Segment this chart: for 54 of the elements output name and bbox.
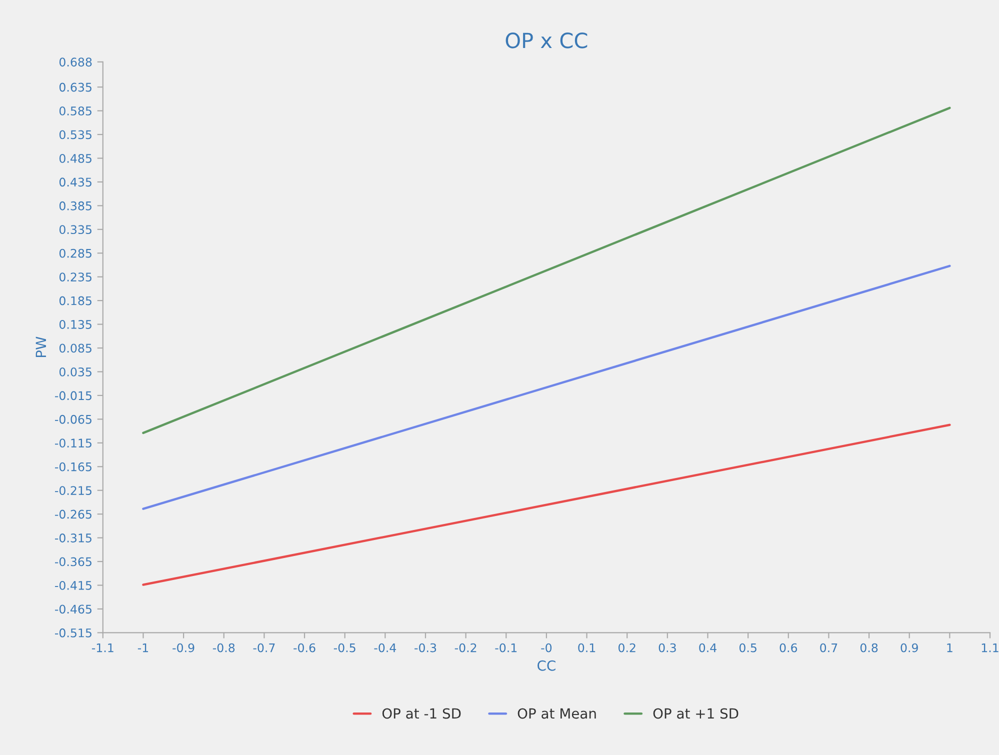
x-tick-label: -0.2 bbox=[454, 643, 476, 652]
x-tick-label: -0.9 bbox=[172, 643, 194, 652]
x-tick-label: -0.5 bbox=[334, 643, 356, 652]
legend-label: OP at Mean bbox=[518, 708, 596, 719]
y-tick-label: 0.435 bbox=[59, 178, 92, 187]
y-tick-label: 0.335 bbox=[59, 225, 92, 234]
y-tick-label: -0.215 bbox=[55, 486, 92, 496]
y-tick-label: 0.085 bbox=[59, 344, 92, 353]
x-tick-label: -0.7 bbox=[253, 643, 275, 652]
y-tick-label: -0.265 bbox=[55, 510, 92, 519]
y-tick-label: -0.115 bbox=[55, 438, 92, 448]
x-axis-title: CC bbox=[538, 660, 556, 671]
y-tick-label: 0.385 bbox=[59, 201, 92, 210]
x-tick-label: 0.1 bbox=[578, 643, 596, 652]
x-tick-label: 0.2 bbox=[618, 643, 636, 652]
y-tick-label: 0.035 bbox=[59, 367, 92, 376]
x-tick-label: -1.1 bbox=[92, 643, 114, 652]
y-tick-label: -0.365 bbox=[55, 557, 92, 566]
x-tick-label: 1.1 bbox=[982, 643, 998, 652]
x-tick-label: 0.7 bbox=[820, 643, 838, 652]
y-tick-label: -0.165 bbox=[55, 462, 92, 472]
x-tick-label: -0.6 bbox=[294, 643, 316, 652]
y-tick-label: 0.485 bbox=[59, 154, 92, 163]
x-tick-label: 0.8 bbox=[860, 643, 878, 652]
x-tick-label: -0.3 bbox=[414, 643, 436, 652]
x-tick-label: -1 bbox=[138, 643, 148, 652]
x-tick-label: 0.5 bbox=[739, 643, 756, 652]
y-tick-label: 0.688 bbox=[59, 58, 92, 67]
y-tick-label: 0.235 bbox=[59, 272, 92, 282]
y-axis-title: PW bbox=[36, 336, 46, 357]
x-tick-label: 1 bbox=[947, 643, 952, 652]
x-tick-label: 0.3 bbox=[658, 643, 676, 652]
y-tick-label: 0.185 bbox=[59, 296, 92, 306]
chart-title: OP x CC bbox=[506, 32, 588, 48]
x-tick-label: -0.1 bbox=[495, 643, 517, 652]
y-tick-label: 0.285 bbox=[59, 248, 92, 258]
x-tick-label: -0.8 bbox=[212, 643, 235, 652]
y-tick-label: 0.135 bbox=[59, 320, 92, 329]
y-tick-label: 0.635 bbox=[59, 82, 92, 92]
y-tick-label: -0.315 bbox=[55, 534, 92, 542]
x-tick-label: 0.9 bbox=[900, 643, 918, 652]
x-tick-label: -0 bbox=[541, 643, 552, 652]
x-tick-label: -0.4 bbox=[374, 643, 396, 652]
y-tick-label: 0.535 bbox=[59, 130, 92, 140]
y-tick-label: -0.465 bbox=[55, 604, 92, 614]
y-tick-label: -0.065 bbox=[55, 414, 92, 424]
legend-label: OP at -1 SD bbox=[382, 708, 461, 719]
legend-label: OP at +1 SD bbox=[653, 708, 738, 719]
x-tick-label: 0.4 bbox=[699, 643, 716, 652]
y-tick-label: -0.015 bbox=[55, 391, 92, 400]
y-tick-label: -0.415 bbox=[55, 580, 92, 590]
y-tick-label: -0.515 bbox=[55, 628, 92, 638]
x-tick-label: 0.6 bbox=[780, 643, 798, 652]
y-tick-label: 0.585 bbox=[59, 106, 92, 116]
